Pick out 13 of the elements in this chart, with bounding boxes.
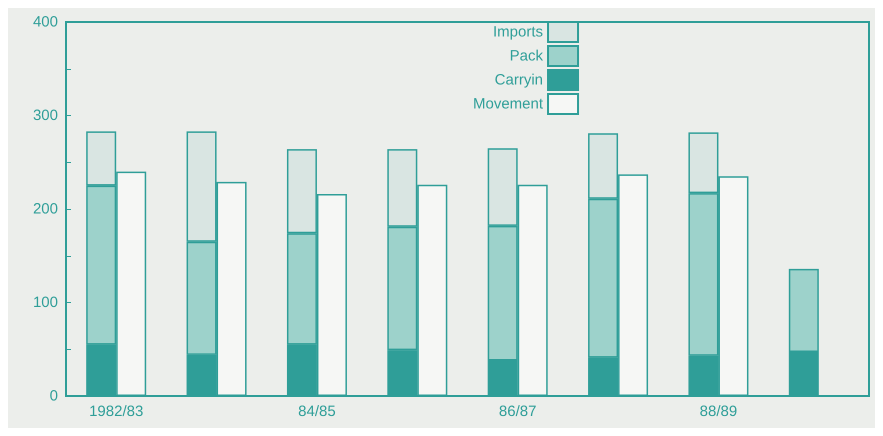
x-tick-label: 86/87 — [498, 403, 536, 420]
legend-label: Pack — [510, 48, 544, 64]
x-tick-label: 84/85 — [298, 403, 336, 420]
x-tick-label: 1982/83 — [89, 403, 144, 420]
y-tick-label: 100 — [32, 294, 58, 311]
y-tick-label: 0 — [50, 388, 58, 404]
y-tick-label: 400 — [32, 14, 58, 30]
legend-label: Carryin — [494, 72, 544, 88]
x-tick-label: 88/89 — [700, 403, 738, 420]
legend-label: Movement — [472, 96, 544, 112]
y-tick-label: 300 — [32, 107, 58, 124]
legend-label: Imports — [493, 24, 544, 40]
y-tick-label: 200 — [32, 200, 58, 218]
